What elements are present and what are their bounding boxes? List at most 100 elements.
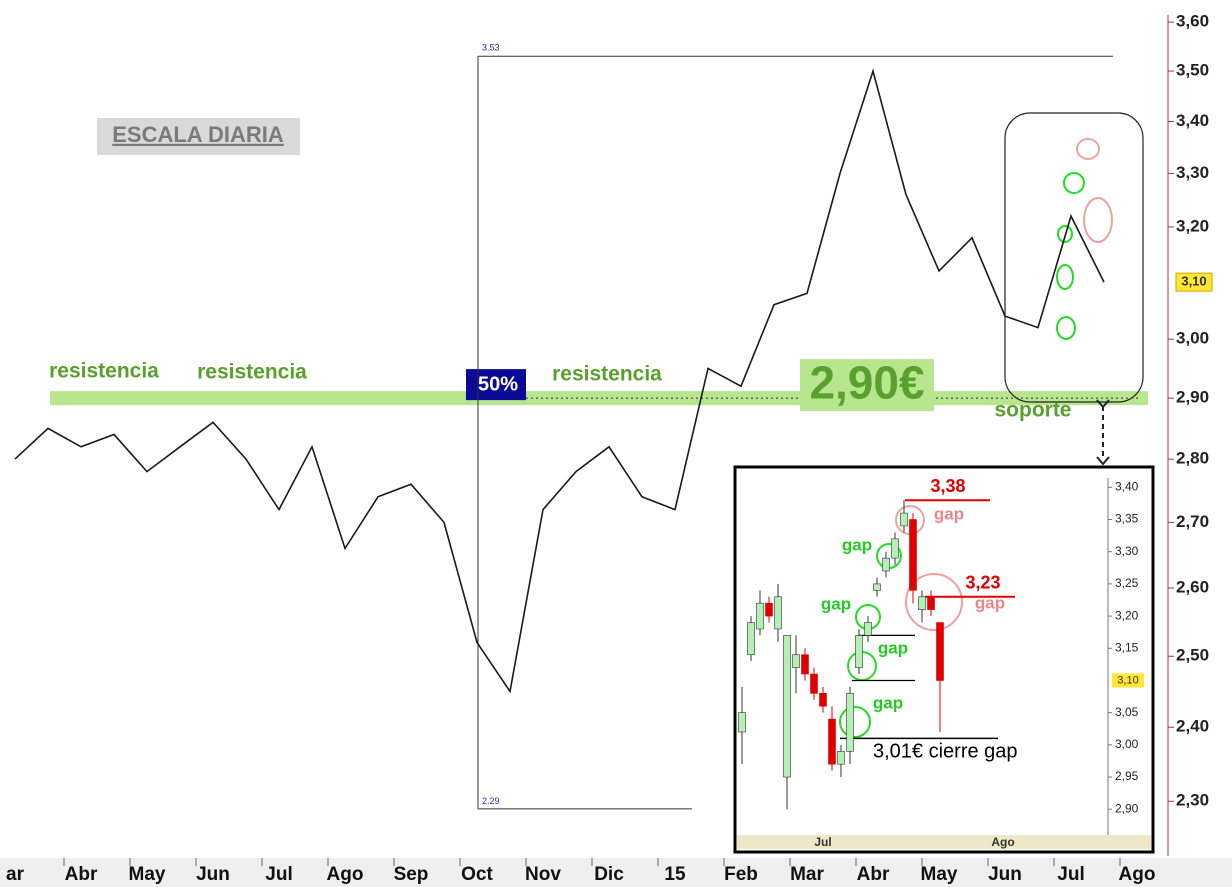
x-tick-label: Abr: [857, 864, 890, 885]
gap-marker: [1063, 172, 1085, 194]
fib-value: 2.29: [482, 796, 500, 806]
y-tick-label: 3,25: [1115, 576, 1139, 590]
fib-value: 3.53: [482, 43, 500, 53]
y-tick-label: 2,60: [1176, 578, 1209, 597]
candle-body: [837, 750, 845, 765]
annotation: gap: [934, 504, 964, 523]
fib-label-box: [466, 369, 526, 401]
gap-marker: [905, 573, 963, 631]
y-tick-label: 2,50: [1176, 646, 1209, 665]
y-tick-label: 3,15: [1115, 640, 1139, 654]
y-tick-label: 3,50: [1176, 61, 1209, 80]
y-tick-label: 3,40: [1176, 111, 1209, 130]
candle-body: [765, 602, 773, 617]
inset-chart: gap gap gap gap gap gap 3,40 3,35 3,30 3,25…: [733, 465, 1155, 854]
gap-marker: [1076, 138, 1100, 160]
annotation: soporte: [994, 399, 1071, 422]
x-axis-band: [0, 858, 1232, 887]
main-chart: ESCALA DIARIA resistencia resistencia re…: [0, 12, 1232, 887]
candle-body: [927, 596, 935, 610]
y-tick-label: 3,35: [1115, 512, 1139, 526]
gap-marker: [839, 706, 871, 738]
y-tick-label: 3,05: [1115, 705, 1139, 719]
inset-x-band: [737, 835, 1151, 849]
x-tick-label: Jul: [814, 835, 831, 849]
price-line: [14, 68, 1105, 694]
x-tick-label: Jun: [988, 864, 1022, 885]
annotation: gap: [878, 638, 908, 657]
y-tick-label: 3,20: [1176, 216, 1209, 235]
candle-body: [909, 519, 917, 591]
support-label: 2,90€: [809, 356, 924, 408]
current-price-label: 3,10: [1181, 274, 1206, 289]
annotation: resistencia: [552, 363, 662, 386]
gap-marker: [1083, 197, 1113, 243]
x-tick-label: Nov: [525, 864, 561, 885]
x-tick-label: May: [129, 864, 166, 885]
candle-body: [918, 596, 926, 610]
y-tick-label: 3,30: [1176, 163, 1209, 182]
y-tick-label: 2,80: [1176, 449, 1209, 468]
y-tick-label: 3,00: [1115, 737, 1139, 751]
annotation: gap: [975, 593, 1005, 612]
arrow-head: [1096, 399, 1110, 466]
candle-body: [792, 654, 800, 668]
x-tick-label: Jul: [265, 864, 292, 885]
x-tick-label: Dic: [594, 864, 624, 885]
x-tick-label: May: [921, 864, 958, 885]
annotation: gap: [873, 693, 903, 712]
candle-body: [864, 622, 872, 636]
gap-marker: [1057, 225, 1073, 243]
candle-body: [810, 673, 818, 694]
candle-body: [891, 538, 899, 559]
fib-label: 50%: [478, 373, 518, 395]
candle-body: [774, 596, 782, 630]
highlight-box: [1004, 112, 1144, 403]
current-price-tag: [1175, 272, 1213, 292]
gap-level-label: 3,23: [965, 573, 1000, 593]
x-tick-label: ar: [6, 864, 25, 885]
x-tick-label: Abr: [65, 864, 98, 885]
y-tick-label: 3,60: [1176, 12, 1209, 31]
y-tick-label: 2,70: [1176, 512, 1209, 531]
y-tick-label: 2,90: [1176, 388, 1209, 407]
x-tick-label: Sep: [394, 864, 429, 885]
gap-marker: [1056, 264, 1074, 290]
candle-body: [828, 718, 836, 765]
annotation: resistencia: [197, 361, 307, 384]
y-tick-label: 3,40: [1115, 479, 1139, 493]
candle-body: [855, 635, 863, 668]
y-tick-label: 3,20: [1115, 608, 1139, 622]
candle-body: [747, 622, 755, 656]
x-tick-label: Feb: [724, 864, 758, 885]
annotation: gap: [842, 535, 872, 554]
current-price-label: 3,10: [1117, 674, 1138, 686]
support-label-box: [800, 359, 934, 412]
gap-level-label: 3,38: [930, 476, 965, 496]
x-tick-label: Jul: [1057, 864, 1084, 885]
x-tick-label: Ago: [1119, 864, 1156, 885]
x-tick-label: Ago: [991, 835, 1014, 849]
support-band: [50, 391, 1148, 406]
candle-body: [756, 602, 764, 630]
gap-marker: [1056, 316, 1076, 340]
x-tick-label: Jun: [196, 864, 230, 885]
y-tick-label: 2,95: [1115, 769, 1139, 783]
label-box: [97, 118, 300, 155]
y-tick-label: 3,00: [1176, 329, 1209, 348]
x-tick-label: Oct: [461, 864, 493, 885]
annotation: gap: [821, 594, 851, 613]
candle-body: [936, 622, 944, 681]
candle-body: [819, 693, 827, 707]
candle-body: [783, 635, 791, 778]
annotation: resistencia: [49, 360, 159, 383]
y-tick-label: 3,30: [1115, 544, 1139, 558]
candle-body: [846, 693, 854, 752]
candle-body: [801, 654, 809, 675]
close-gap-label: 3,01€ cierre gap: [873, 741, 1018, 763]
candle-body: [738, 712, 746, 733]
scale-label: ESCALA DIARIA: [112, 122, 284, 147]
current-price-tag: [1112, 673, 1144, 688]
y-tick-label: 2,30: [1176, 791, 1209, 810]
